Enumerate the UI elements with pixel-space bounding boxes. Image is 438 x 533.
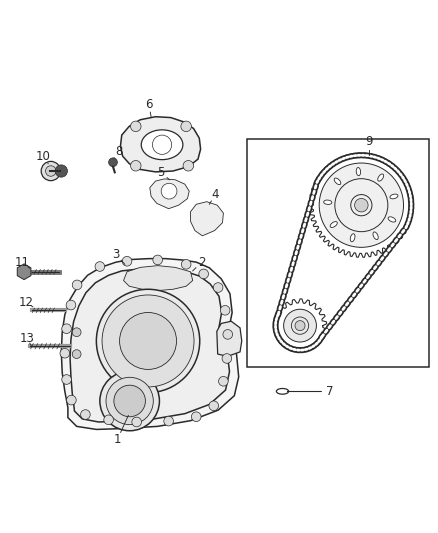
- Circle shape: [104, 415, 113, 425]
- Ellipse shape: [324, 200, 332, 205]
- Text: 10: 10: [35, 150, 50, 164]
- Circle shape: [66, 300, 76, 310]
- Circle shape: [109, 158, 117, 167]
- Ellipse shape: [356, 167, 360, 176]
- Circle shape: [355, 198, 368, 212]
- Text: 9: 9: [365, 135, 373, 148]
- Ellipse shape: [350, 234, 355, 242]
- Polygon shape: [217, 321, 242, 356]
- Polygon shape: [17, 264, 31, 280]
- Ellipse shape: [334, 178, 341, 184]
- Circle shape: [199, 269, 208, 279]
- Ellipse shape: [141, 130, 183, 159]
- Text: 1: 1: [113, 433, 121, 446]
- Ellipse shape: [373, 232, 378, 239]
- Circle shape: [122, 256, 132, 266]
- Circle shape: [209, 401, 219, 410]
- Circle shape: [164, 416, 173, 426]
- Circle shape: [153, 255, 162, 265]
- Circle shape: [223, 329, 233, 339]
- Text: 7: 7: [325, 385, 333, 398]
- Polygon shape: [150, 179, 189, 209]
- Circle shape: [222, 354, 232, 364]
- Text: 13: 13: [20, 332, 35, 345]
- Circle shape: [131, 160, 141, 171]
- Circle shape: [181, 121, 191, 132]
- Ellipse shape: [390, 194, 398, 199]
- Bar: [247, 140, 429, 367]
- Ellipse shape: [330, 222, 337, 228]
- Circle shape: [219, 376, 228, 386]
- Text: 11: 11: [14, 256, 29, 269]
- Text: 12: 12: [19, 296, 34, 309]
- Circle shape: [161, 183, 177, 199]
- Circle shape: [100, 371, 159, 431]
- Circle shape: [67, 395, 76, 405]
- Polygon shape: [191, 201, 223, 236]
- Circle shape: [46, 166, 56, 176]
- Polygon shape: [120, 117, 201, 172]
- Circle shape: [55, 165, 67, 177]
- Circle shape: [351, 195, 372, 216]
- Text: 8: 8: [116, 146, 123, 158]
- Circle shape: [72, 328, 81, 336]
- Circle shape: [183, 160, 194, 171]
- Circle shape: [114, 385, 145, 417]
- Circle shape: [181, 260, 191, 269]
- Circle shape: [72, 350, 81, 359]
- Text: 5: 5: [158, 166, 165, 179]
- Ellipse shape: [378, 174, 384, 181]
- Circle shape: [72, 280, 82, 290]
- Circle shape: [131, 121, 141, 132]
- Text: 4: 4: [212, 188, 219, 201]
- Circle shape: [120, 312, 177, 369]
- Circle shape: [152, 135, 172, 155]
- Circle shape: [291, 317, 309, 334]
- Text: 6: 6: [145, 98, 153, 111]
- Circle shape: [284, 309, 316, 342]
- Circle shape: [60, 349, 70, 358]
- Polygon shape: [61, 259, 239, 430]
- Circle shape: [295, 321, 305, 330]
- Circle shape: [96, 289, 200, 393]
- Ellipse shape: [388, 217, 396, 222]
- Text: 3: 3: [113, 248, 120, 261]
- Circle shape: [81, 410, 90, 419]
- Circle shape: [62, 375, 71, 384]
- Circle shape: [132, 417, 141, 427]
- Circle shape: [62, 324, 71, 334]
- Circle shape: [191, 412, 201, 422]
- Circle shape: [41, 161, 60, 181]
- Circle shape: [106, 377, 153, 425]
- Text: 2: 2: [198, 256, 205, 269]
- Polygon shape: [70, 269, 230, 422]
- Circle shape: [102, 295, 194, 387]
- Circle shape: [220, 305, 230, 315]
- Circle shape: [335, 179, 388, 232]
- Circle shape: [213, 282, 223, 292]
- Polygon shape: [124, 265, 193, 290]
- Circle shape: [95, 262, 105, 271]
- Circle shape: [319, 163, 403, 247]
